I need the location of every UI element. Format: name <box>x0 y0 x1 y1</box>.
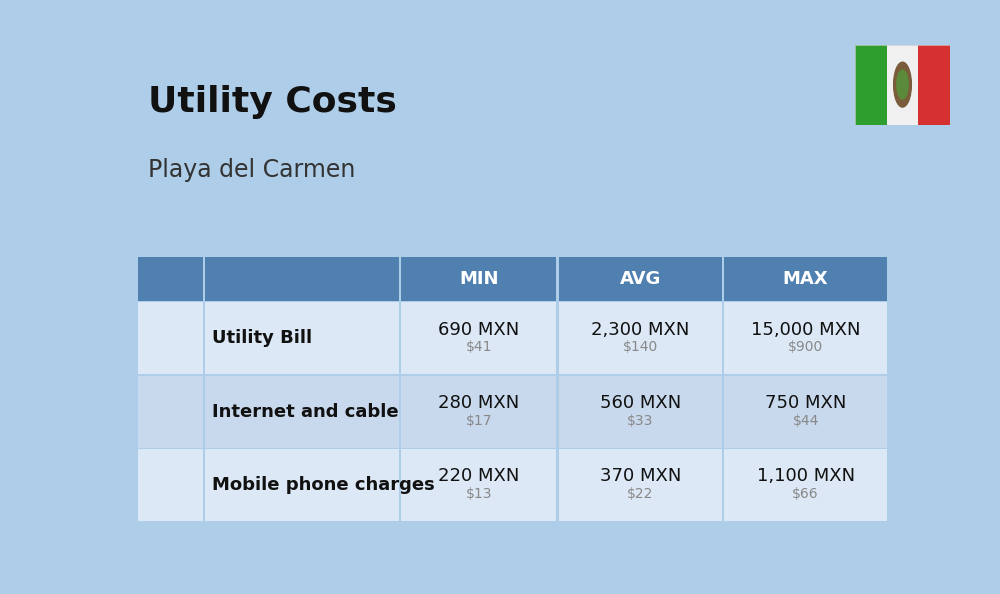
Text: $66: $66 <box>792 487 819 501</box>
Bar <box>887 45 918 125</box>
Bar <box>559 449 722 521</box>
Text: MIN: MIN <box>459 270 498 288</box>
Text: $17: $17 <box>465 413 492 428</box>
Text: 220 MXN: 220 MXN <box>438 467 519 485</box>
Bar <box>401 302 556 374</box>
Bar <box>855 45 887 125</box>
Bar <box>205 257 399 301</box>
Bar <box>724 375 887 448</box>
Bar <box>724 302 887 374</box>
Text: $33: $33 <box>627 413 653 428</box>
Text: Internet and cable: Internet and cable <box>212 403 399 421</box>
Text: MAX: MAX <box>783 270 828 288</box>
Circle shape <box>894 62 911 107</box>
Bar <box>724 257 887 301</box>
Bar <box>138 449 203 521</box>
Circle shape <box>897 70 908 99</box>
Text: 370 MXN: 370 MXN <box>600 467 681 485</box>
Bar <box>205 302 399 374</box>
Text: 280 MXN: 280 MXN <box>438 394 519 412</box>
Text: $22: $22 <box>627 487 653 501</box>
Bar <box>138 257 203 301</box>
Bar <box>401 257 556 301</box>
Text: 2,300 MXN: 2,300 MXN <box>591 321 689 339</box>
Text: $13: $13 <box>465 487 492 501</box>
Text: $140: $140 <box>623 340 658 354</box>
Bar <box>205 449 399 521</box>
Bar <box>138 375 203 448</box>
Bar <box>559 257 722 301</box>
Bar <box>401 449 556 521</box>
Text: $900: $900 <box>788 340 823 354</box>
Text: AVG: AVG <box>620 270 661 288</box>
Text: Mobile phone charges: Mobile phone charges <box>212 476 435 494</box>
Bar <box>918 45 950 125</box>
Text: Utility Costs: Utility Costs <box>148 85 397 119</box>
Bar <box>401 375 556 448</box>
Bar <box>138 302 203 374</box>
Bar <box>559 302 722 374</box>
Text: 750 MXN: 750 MXN <box>765 394 846 412</box>
Text: 560 MXN: 560 MXN <box>600 394 681 412</box>
Bar <box>559 375 722 448</box>
Text: Utility Bill: Utility Bill <box>212 329 312 347</box>
Text: $44: $44 <box>792 413 819 428</box>
Text: $41: $41 <box>465 340 492 354</box>
Text: 1,100 MXN: 1,100 MXN <box>757 467 855 485</box>
Text: Playa del Carmen: Playa del Carmen <box>148 158 356 182</box>
Bar <box>205 375 399 448</box>
Bar <box>724 449 887 521</box>
Text: 690 MXN: 690 MXN <box>438 321 519 339</box>
Text: 15,000 MXN: 15,000 MXN <box>751 321 860 339</box>
